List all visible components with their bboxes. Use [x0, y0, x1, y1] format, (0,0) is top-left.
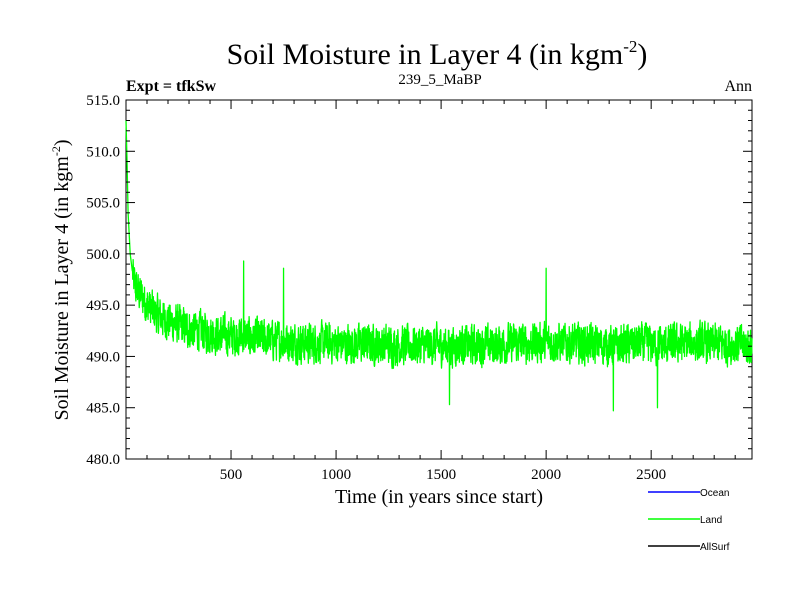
y-axis-label-close: ): [51, 139, 73, 146]
subtitle-center: 239_5_MaBP: [398, 72, 481, 88]
chart-title: Soil Moisture in Layer 4 (in kgm-2): [227, 37, 648, 71]
legend-label-ocean: Ocean: [700, 488, 729, 499]
subtitle-right: Ann: [724, 78, 752, 95]
legend: Ocean Land AllSurf: [648, 488, 730, 553]
series-layer: [125, 120, 753, 412]
plot-frame: [125, 99, 753, 460]
chart-title-main: Soil Moisture in Layer 4 (in kgm: [227, 38, 624, 71]
y-tick-label: 510.0: [86, 144, 120, 160]
y-tick-label: 485.0: [86, 401, 120, 417]
y-tick-label: 490.0: [86, 349, 120, 365]
series-line-land: [125, 120, 753, 412]
x-tick-label: 1500: [426, 467, 456, 483]
y-tick-label: 480.0: [86, 452, 120, 468]
y-tick-label: 495.0: [86, 298, 120, 314]
x-axis-label: Time (in years since start): [335, 486, 543, 508]
ticks-layer: 500 1000 1500 2000 2500 480.0 485.0 490.0 495.0 5…: [86, 93, 752, 483]
y-axis-label: Soil Moisture in Layer 4 (in kgm-2): [49, 139, 73, 420]
y-tick-label: 505.0: [86, 196, 120, 212]
subtitle-left: Expt = tfkSw: [126, 78, 216, 95]
y-axis-label-main: Soil Moisture in Layer 4 (in kgm: [51, 156, 73, 421]
x-tick-label: 2500: [636, 467, 666, 483]
x-tick-label: 500: [220, 467, 243, 483]
y-axis-label-sup: -2: [49, 146, 63, 156]
chart-title-close: ): [637, 38, 647, 71]
y-tick-label: 515.0: [86, 93, 120, 109]
chart-title-sup: -2: [623, 37, 637, 56]
x-tick-label: 2000: [531, 467, 561, 483]
legend-label-allsurf: AllSurf: [700, 542, 730, 553]
legend-label-land: Land: [700, 515, 722, 526]
y-tick-label: 500.0: [86, 247, 120, 263]
x-tick-label: 1000: [321, 467, 351, 483]
